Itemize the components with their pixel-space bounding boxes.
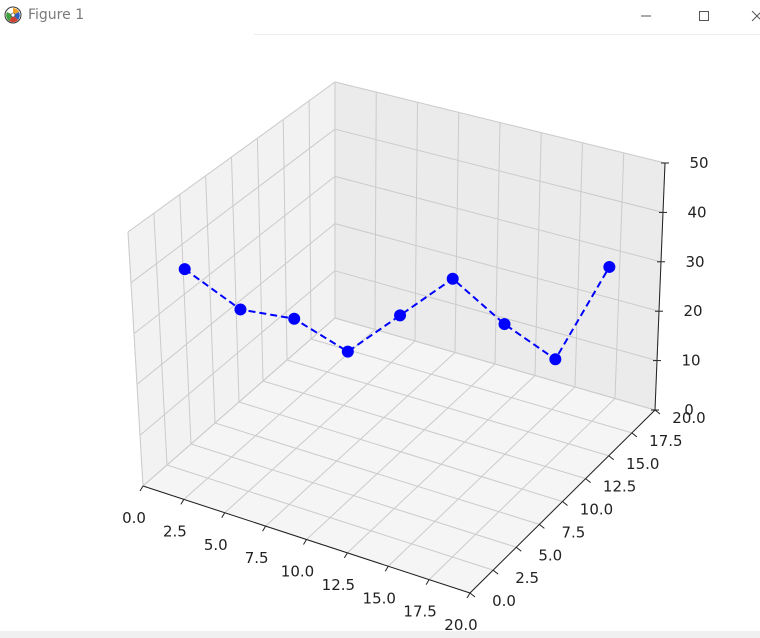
- z-tick-label: 30: [685, 253, 704, 271]
- x-tick: [343, 552, 348, 559]
- x-tick-label: 20.0: [444, 616, 477, 631]
- back-grid-z: [334, 81, 666, 164]
- z-tick-label: 20: [683, 302, 702, 320]
- floor-grid-y: [238, 401, 563, 502]
- x-tick-label: 5.0: [204, 536, 228, 554]
- back-grid-x: [454, 112, 460, 353]
- y-tick: [515, 546, 522, 552]
- x-tick-label: 2.5: [163, 522, 187, 540]
- y-tick: [469, 592, 476, 598]
- x-tick: [139, 485, 144, 492]
- floor-grid-y: [190, 443, 517, 548]
- left-grid-y: [127, 231, 144, 487]
- back-grid-x: [534, 132, 542, 376]
- left-grid-y: [282, 119, 288, 361]
- back-grid-x: [414, 102, 418, 342]
- back-grid-z: [334, 175, 662, 263]
- z-tick-label: 0: [684, 401, 694, 419]
- matplotlib-logo-icon: [4, 6, 22, 24]
- y-tick-label: 0.0: [492, 592, 516, 610]
- left-grid-y: [256, 138, 264, 382]
- chart-canvas[interactable]: 0.0 2.5 5.0 7.5 10.0 12.5 15.0 17.5 20.0 0.0 2.5 5.…: [0, 35, 760, 631]
- floor-grid-y: [166, 464, 494, 571]
- x-tick-label: 12.5: [322, 576, 355, 594]
- y-tick-label: 20.0: [672, 409, 705, 427]
- x-tick: [425, 579, 430, 585]
- floor-grid-y: [214, 422, 540, 525]
- x-tick-label: 7.5: [245, 549, 269, 567]
- floor-grid-y: [310, 338, 633, 434]
- left-grid-z: [130, 128, 336, 284]
- left-grid-z: [127, 81, 336, 233]
- x-tick: [466, 592, 471, 599]
- y-tick-label: 10.0: [580, 501, 613, 519]
- y-tick-label: 12.5: [603, 478, 636, 496]
- data-point: [498, 318, 511, 331]
- status-strip: [0, 631, 760, 638]
- back-grid-z: [334, 223, 660, 312]
- x-tick-label: 17.5: [403, 603, 436, 621]
- y-tick-label: 5.0: [538, 546, 562, 564]
- x-tick-label: 15.0: [363, 589, 396, 607]
- data-point: [549, 353, 562, 366]
- minimize-icon: [641, 15, 651, 17]
- data-point: [178, 263, 191, 276]
- x-tick: [262, 525, 267, 532]
- z-tick-label: 40: [687, 203, 706, 221]
- z-axis-line: [654, 162, 666, 411]
- x-tick: [303, 539, 307, 545]
- back-grid-z: [334, 128, 664, 213]
- back-grid-x: [374, 92, 377, 330]
- back-grid-z: [334, 317, 656, 411]
- z-tick-label: 50: [689, 154, 708, 172]
- y-tick: [562, 501, 568, 506]
- close-button[interactable]: [742, 4, 760, 28]
- left-grid-y: [231, 156, 240, 403]
- y-tick-label: 7.5: [561, 523, 585, 541]
- left-grid-y: [179, 194, 192, 445]
- y-tick-label: 15.0: [626, 455, 659, 473]
- left-grid-y: [205, 175, 216, 424]
- minimize-button[interactable]: [631, 4, 661, 28]
- left-grid-z: [136, 223, 336, 385]
- floor-grid-y: [286, 359, 609, 457]
- x-tick: [221, 512, 226, 519]
- maximize-button[interactable]: [689, 4, 719, 28]
- data-point: [394, 309, 407, 322]
- y-tick: [492, 569, 499, 575]
- data-point: [288, 312, 301, 325]
- series-line: [184, 266, 611, 361]
- x-tick-label: 10.0: [281, 563, 314, 581]
- floor-grid-y: [262, 380, 586, 480]
- y-tick: [631, 432, 638, 438]
- y-tick: [654, 409, 661, 415]
- x-tick: [180, 499, 185, 505]
- close-icon: [751, 10, 760, 22]
- y-tick: [539, 523, 545, 529]
- data-point: [446, 272, 459, 285]
- x-tick: [384, 565, 389, 572]
- left-grid-z: [142, 317, 336, 487]
- data-point: [341, 345, 354, 358]
- back-grid-z: [334, 270, 658, 362]
- window-title: Figure 1: [28, 7, 85, 23]
- y-tick-label: 17.5: [649, 432, 682, 450]
- back-grid-x: [574, 142, 583, 388]
- toolbar-separator: [254, 34, 760, 35]
- y-tick: [608, 455, 615, 461]
- z-tick-label: 10: [681, 352, 700, 370]
- x-tick-label: 0.0: [122, 509, 146, 527]
- title-bar: Figure 1: [0, 0, 760, 34]
- y-tick: [585, 478, 591, 484]
- left-grid-z: [133, 176, 336, 334]
- left-grid-y: [308, 100, 312, 340]
- data-point: [603, 260, 616, 273]
- y-tick-label: 2.5: [515, 569, 539, 587]
- maximize-icon: [699, 11, 709, 21]
- back-grid-x: [614, 152, 625, 399]
- left-grid-z: [139, 270, 336, 436]
- back-grid-x: [494, 122, 501, 365]
- left-grid-y: [153, 213, 168, 466]
- data-point: [234, 303, 247, 316]
